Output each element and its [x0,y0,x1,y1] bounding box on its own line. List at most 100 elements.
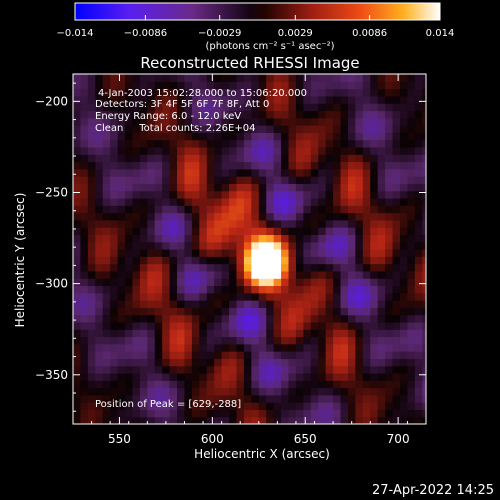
heatmap-cell [236,124,245,133]
heatmap-cell [117,401,126,411]
heatmap-cell [125,278,134,287]
heatmap-cell [169,110,178,119]
heatmap-cell [102,321,111,330]
heatmap-cell [169,241,178,250]
heatmap-cell [147,329,156,338]
heatmap-cell [414,197,423,206]
heatmap-cell [102,74,111,82]
heatmap-cell [132,212,141,221]
heatmap-cell [139,365,148,374]
heatmap-cell [392,234,401,243]
heatmap-cell [362,103,371,112]
heatmap-cell [273,226,282,236]
heatmap-cell [295,299,304,308]
heatmap-cell [414,387,423,396]
heatmap-cell [392,343,401,352]
heatmap-cell [199,256,208,265]
heatmap-cell [162,95,171,104]
heatmap-cell [422,336,426,345]
heatmap-cell [310,270,319,279]
heatmap-cell [407,270,416,279]
heatmap-cell [139,321,148,330]
heatmap-cell [243,219,252,228]
heatmap-cell [355,226,364,236]
heatmap-cell [318,234,327,243]
heatmap-cell [399,74,409,82]
heatmap-cell [102,219,111,228]
heatmap-cell [206,394,215,403]
heatmap-cell [295,365,304,374]
heatmap-cell [199,321,208,330]
heatmap-cell [147,146,156,155]
heatmap-cell [273,365,282,374]
heatmap-cell [295,372,304,381]
heatmap-cell [221,103,230,112]
heatmap-cell [214,321,223,330]
heatmap-cell [87,175,96,184]
heatmap-cell [392,226,401,236]
heatmap-cell [310,161,319,170]
heatmap-cell [191,124,200,133]
heatmap-cell [184,146,193,155]
heatmap-cell [95,161,104,170]
heatmap-cell [132,190,141,199]
heatmap-cell [177,307,186,316]
heatmap-cell [214,314,223,323]
heatmap-cell [117,365,126,374]
heatmap-cell [303,139,312,148]
heatmap-cell [303,380,312,389]
heatmap-cell [147,88,156,97]
heatmap-cell [258,190,267,199]
heatmap-cell [162,74,171,82]
heatmap-cell [221,88,230,97]
heatmap-cell [318,154,327,163]
heatmap-cell [214,401,223,411]
heatmap-cell [333,321,342,330]
heatmap-cell [191,197,200,206]
heatmap-cell [236,168,245,177]
heatmap-cell [273,110,282,119]
heatmap-cell [333,248,342,257]
heatmap-cell [288,263,297,272]
heatmap-cell [169,365,178,374]
heatmap-cell [377,278,386,287]
heatmap-cell [110,263,119,272]
heatmap-cell [414,372,423,381]
heatmap-cell [199,103,208,112]
heatmap-cell [184,219,193,228]
heatmap-cell [80,248,89,257]
heatmap-cell [370,350,379,359]
heatmap-cell [333,336,342,345]
heatmap-cell [258,110,267,119]
heatmap-cell [236,358,245,367]
heatmap-cell [102,124,111,133]
heatmap-cell [325,270,334,279]
heatmap-cell [281,124,290,133]
heatmap-cell [199,219,208,228]
heatmap-cell [102,380,111,389]
heatmap-cell [162,336,171,345]
heatmap-cell [125,146,134,155]
heatmap-cell [258,365,267,374]
heatmap-cell [236,117,245,126]
heatmap-cell [251,226,260,236]
heatmap-cell [422,394,426,403]
heatmap-cell [422,307,426,316]
heatmap-cell [303,343,312,352]
heatmap-cell [214,154,223,163]
heatmap-cell [184,299,193,308]
heatmap-cell [139,183,148,192]
heatmap-cell [95,292,104,301]
heatmap-cell [377,124,386,133]
heatmap-cell [362,139,371,148]
heatmap-cell [258,117,267,126]
heatmap-cell [273,329,282,338]
heatmap-cell [125,81,134,90]
heatmap-cell [422,241,426,250]
heatmap-cell [399,307,409,316]
heatmap-cell [318,285,327,294]
heatmap-cell [281,146,290,155]
heatmap-cell [154,154,163,163]
heatmap-cell [95,212,104,221]
heatmap-cell [266,336,275,345]
